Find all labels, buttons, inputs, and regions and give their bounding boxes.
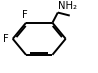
Text: NH₂: NH₂ xyxy=(58,1,77,11)
Text: F: F xyxy=(3,34,9,44)
Text: F: F xyxy=(22,10,28,20)
